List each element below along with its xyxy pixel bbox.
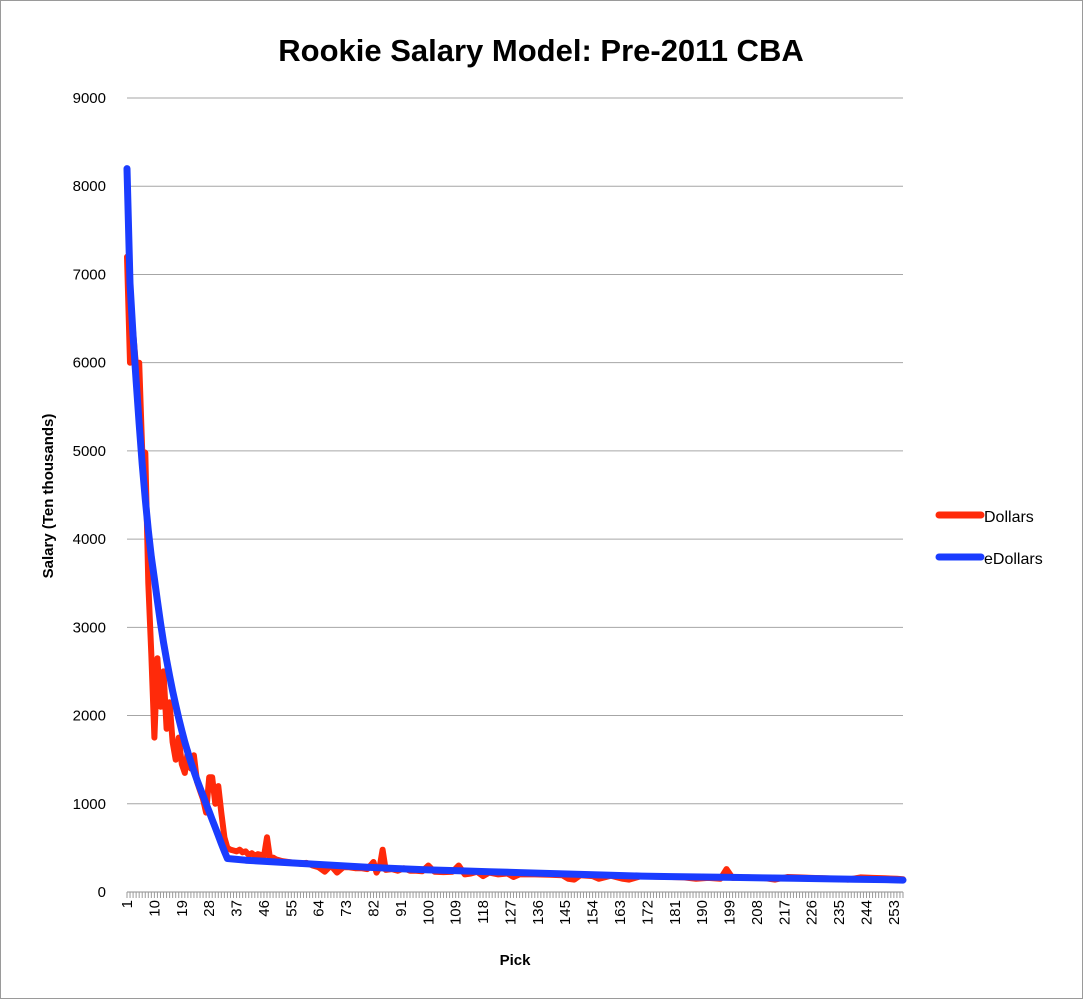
x-tick-label: 136 [530, 900, 547, 925]
x-tick-label: 100 [420, 900, 437, 925]
y-tick-label: 7000 [73, 266, 106, 283]
x-tick-label: 190 [694, 900, 711, 925]
y-tick-label: 8000 [73, 178, 106, 195]
gridlines [127, 97, 903, 893]
series-line-edollars [123, 165, 907, 884]
series-lines [123, 165, 907, 884]
y-tick-label: 3000 [73, 619, 106, 636]
x-tick-label: 127 [502, 900, 519, 925]
x-tick-label: 1 [119, 900, 136, 908]
legend-label-edollars: eDollars [984, 551, 1043, 568]
y-tick-label: 5000 [73, 443, 106, 460]
x-tick-label: 244 [858, 900, 875, 925]
y-tick-label: 0 [98, 884, 106, 901]
x-tick-label: 28 [201, 900, 218, 917]
x-tick-label: 154 [585, 900, 602, 925]
x-tick-label: 10 [146, 900, 163, 917]
x-axis-title: Pick [500, 952, 532, 969]
x-tick-label: 226 [804, 900, 821, 925]
x-tick-label: 235 [831, 900, 848, 925]
x-tick-label: 208 [749, 900, 766, 925]
x-axis-tick-labels: 1 10 19 28 37 46 55 64 73 82 91 100 109 118 127 136 145 1… [119, 900, 903, 925]
y-tick-label: 1000 [73, 796, 106, 813]
chart-title: Rookie Salary Model: Pre-2011 CBA [278, 33, 803, 68]
x-tick-label: 118 [475, 900, 492, 924]
x-tick-label: 46 [256, 900, 273, 917]
x-tick-label: 199 [722, 900, 739, 925]
y-axis-tick-labels: 0 1000 2000 3000 4000 5000 6000 7000 8000 9000 [73, 90, 106, 901]
x-tick-label: 82 [365, 900, 382, 917]
legend-label-dollars: Dollars [984, 509, 1034, 526]
x-tick-label: 37 [229, 900, 246, 917]
x-tick-label: 172 [639, 900, 656, 925]
x-tick-label: 73 [338, 900, 355, 917]
x-tick-label: 64 [311, 900, 328, 917]
y-tick-label: 4000 [73, 531, 106, 548]
x-tick-label: 217 [776, 900, 793, 925]
x-tick-label: 91 [393, 900, 410, 917]
y-tick-label: 6000 [73, 355, 106, 372]
x-tick-label: 253 [886, 900, 903, 925]
y-tick-label: 2000 [73, 708, 106, 725]
x-tick-label: 109 [448, 900, 465, 925]
x-tick-label: 19 [174, 900, 191, 917]
series-line-dollars [124, 253, 906, 883]
y-axis-title: Salary (Ten thousands) [40, 414, 57, 579]
x-tick-label: 163 [612, 900, 629, 925]
x-axis-minor-ticks [126, 892, 904, 898]
y-tick-label: 9000 [73, 90, 106, 107]
x-tick-label: 55 [283, 900, 300, 917]
legend: Dollars eDollars [935, 509, 1043, 568]
x-tick-label: 181 [667, 900, 684, 925]
x-tick-label: 145 [557, 900, 574, 925]
